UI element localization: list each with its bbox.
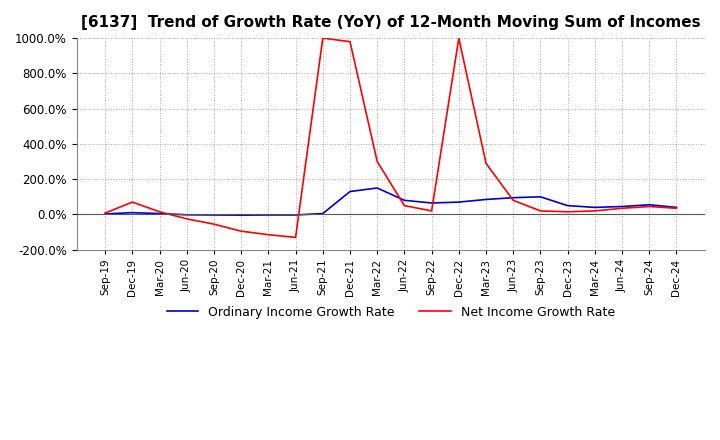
Ordinary Income Growth Rate [182, 212, 191, 217]
Net Income Growth Rate [156, 209, 164, 214]
Ordinary Income Growth Rate [427, 200, 436, 205]
Title: [6137]  Trend of Growth Rate (YoY) of 12-Month Moving Sum of Incomes: [6137] Trend of Growth Rate (YoY) of 12-… [81, 15, 701, 30]
Ordinary Income Growth Rate [156, 211, 164, 216]
Ordinary Income Growth Rate [536, 194, 545, 199]
Net Income Growth Rate [210, 221, 218, 227]
Net Income Growth Rate [346, 39, 354, 44]
Net Income Growth Rate [264, 232, 273, 237]
Net Income Growth Rate [672, 205, 680, 211]
Net Income Growth Rate [427, 208, 436, 213]
Ordinary Income Growth Rate [318, 211, 327, 216]
Net Income Growth Rate [454, 36, 463, 41]
Net Income Growth Rate [536, 208, 545, 213]
Legend: Ordinary Income Growth Rate, Net Income Growth Rate: Ordinary Income Growth Rate, Net Income … [162, 301, 620, 324]
Ordinary Income Growth Rate [210, 213, 218, 218]
Net Income Growth Rate [237, 228, 246, 234]
Net Income Growth Rate [292, 235, 300, 240]
Net Income Growth Rate [318, 36, 327, 41]
Net Income Growth Rate [509, 198, 518, 203]
Ordinary Income Growth Rate [346, 189, 354, 194]
Ordinary Income Growth Rate [454, 199, 463, 205]
Ordinary Income Growth Rate [400, 198, 409, 203]
Ordinary Income Growth Rate [101, 211, 109, 216]
Net Income Growth Rate [645, 204, 654, 209]
Ordinary Income Growth Rate [373, 185, 382, 191]
Ordinary Income Growth Rate [264, 213, 273, 218]
Ordinary Income Growth Rate [128, 210, 137, 215]
Ordinary Income Growth Rate [590, 205, 599, 210]
Ordinary Income Growth Rate [237, 213, 246, 218]
Net Income Growth Rate [590, 208, 599, 213]
Net Income Growth Rate [182, 216, 191, 221]
Ordinary Income Growth Rate [509, 195, 518, 200]
Net Income Growth Rate [482, 161, 490, 166]
Ordinary Income Growth Rate [292, 213, 300, 218]
Ordinary Income Growth Rate [645, 202, 654, 207]
Ordinary Income Growth Rate [618, 204, 626, 209]
Net Income Growth Rate [400, 203, 409, 208]
Ordinary Income Growth Rate [563, 203, 572, 208]
Line: Net Income Growth Rate: Net Income Growth Rate [105, 38, 676, 237]
Net Income Growth Rate [618, 205, 626, 211]
Net Income Growth Rate [128, 199, 137, 205]
Ordinary Income Growth Rate [672, 205, 680, 210]
Line: Ordinary Income Growth Rate: Ordinary Income Growth Rate [105, 188, 676, 215]
Net Income Growth Rate [101, 210, 109, 216]
Net Income Growth Rate [563, 209, 572, 214]
Net Income Growth Rate [373, 159, 382, 164]
Ordinary Income Growth Rate [482, 197, 490, 202]
